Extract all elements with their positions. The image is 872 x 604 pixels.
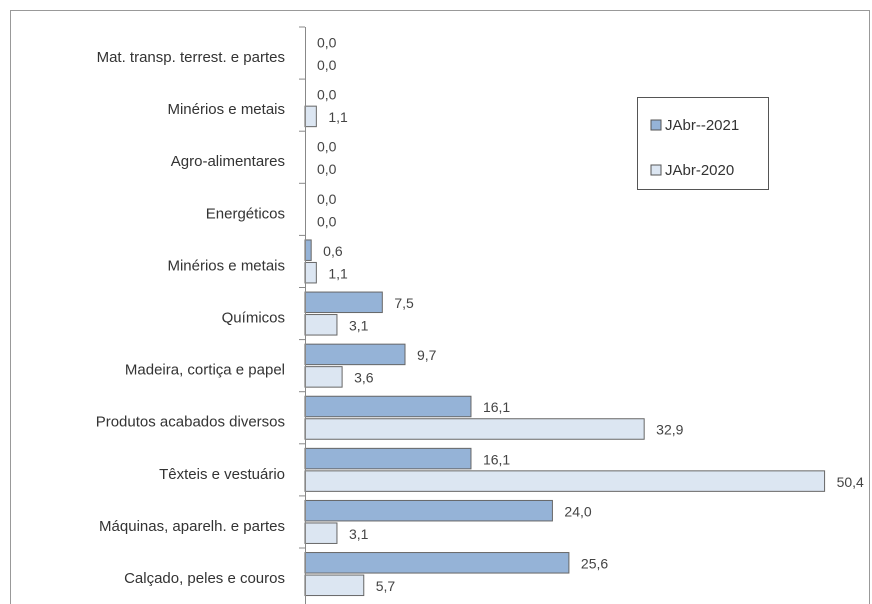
- value-label: 0,6: [323, 243, 343, 259]
- y-tick-label: Minérios e metais: [167, 257, 285, 274]
- y-tick-label: Têxteis e vestuário: [159, 466, 285, 483]
- value-label: 7,5: [394, 295, 414, 311]
- bar: [304, 574, 365, 597]
- bar: [304, 314, 338, 336]
- legend-label: JAbr--2021: [665, 117, 739, 134]
- bar: [304, 343, 406, 366]
- bar: [304, 105, 317, 128]
- value-label: 1,1: [328, 109, 348, 125]
- value-label: 50,4: [837, 474, 864, 490]
- legend-swatch: [650, 119, 662, 131]
- bar: [304, 366, 343, 388]
- value-label: 25,6: [581, 556, 608, 572]
- bar: [304, 470, 826, 492]
- bar: [304, 395, 472, 418]
- bar: [304, 447, 472, 470]
- value-label: 3,1: [349, 318, 369, 334]
- value-label: 0,0: [317, 191, 337, 207]
- y-tick-label: Calçado, peles e couros: [124, 570, 285, 587]
- value-label: 24,0: [564, 503, 591, 519]
- bar: [304, 261, 317, 284]
- bar: [304, 291, 383, 314]
- bar: [304, 499, 553, 522]
- y-tick-label: Agro-alimentares: [171, 153, 285, 170]
- value-label: 0,0: [317, 35, 337, 51]
- value-label: 0,0: [317, 161, 337, 177]
- y-tick-label: Químicos: [222, 310, 285, 327]
- y-tick-label: Madeira, cortiça e papel: [125, 362, 285, 379]
- value-label: 16,1: [483, 451, 510, 467]
- value-label: 5,7: [376, 578, 396, 594]
- y-tick-label: Máquinas, aparelh. e partes: [99, 518, 285, 535]
- value-label: 9,7: [417, 347, 437, 363]
- chart-border: [10, 10, 870, 604]
- value-label: 1,1: [328, 265, 348, 281]
- value-label: 0,0: [317, 139, 337, 155]
- bar: [304, 552, 570, 574]
- value-label: 0,0: [317, 213, 337, 229]
- value-label: 32,9: [656, 422, 683, 438]
- value-label: 16,1: [483, 399, 510, 415]
- value-label: 3,6: [354, 370, 374, 386]
- y-tick-label: Minérios e metais: [167, 101, 285, 118]
- bar: [304, 418, 645, 440]
- legend-swatch: [650, 164, 662, 176]
- value-label: 3,1: [349, 526, 369, 542]
- y-tick-label: Mat. transp. terrest. e partes: [97, 49, 285, 66]
- bar: [304, 522, 338, 544]
- value-label: 0,0: [317, 87, 337, 103]
- y-tick-label: Energéticos: [206, 205, 285, 222]
- value-label: 0,0: [317, 57, 337, 73]
- y-tick-label: Produtos acabados diversos: [96, 414, 285, 431]
- legend-label: JAbr-2020: [665, 162, 734, 179]
